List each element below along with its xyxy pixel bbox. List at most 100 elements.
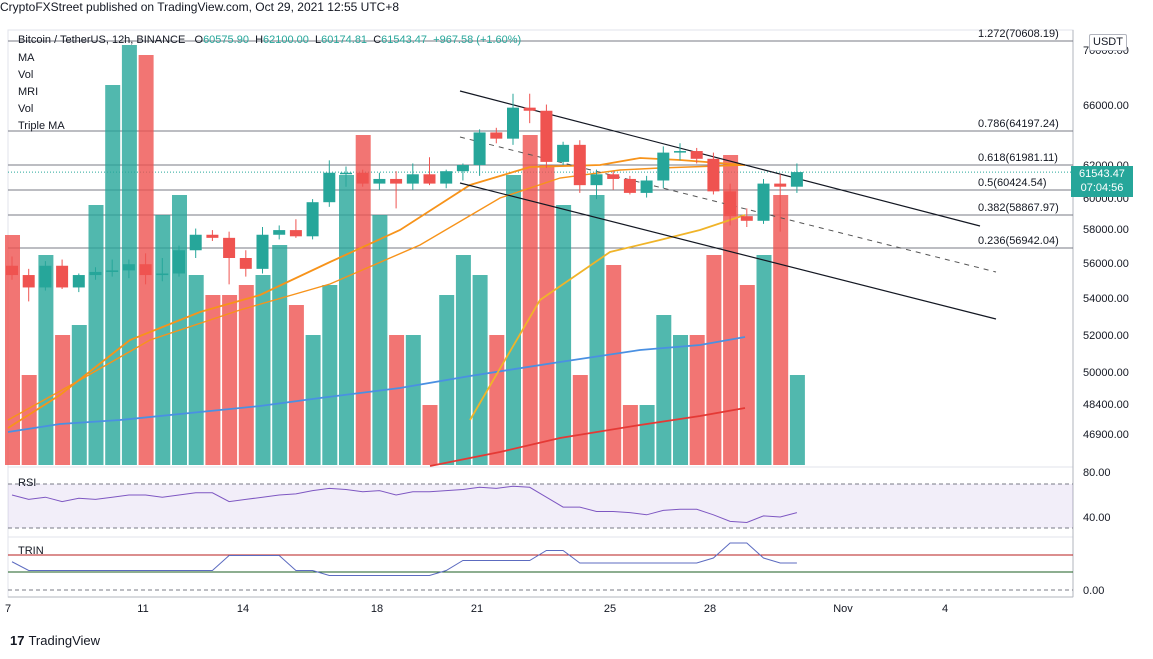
candle-body: [256, 234, 269, 269]
open-value: 60575.90: [203, 34, 249, 46]
volume-bar: [389, 335, 405, 465]
rsi-tick-label: 40.00: [1083, 512, 1111, 524]
volume-bar: [639, 405, 655, 465]
fib-level-label: 0.786(64197.24): [978, 118, 1059, 130]
volume-bar: [723, 155, 739, 465]
candle-body: [223, 237, 236, 258]
time-tick-label: 28: [704, 603, 716, 615]
candle-body: [607, 174, 620, 179]
candle-body: [373, 178, 386, 184]
candle-body: [757, 183, 770, 221]
candle-body: [189, 234, 202, 251]
time-tick-label: 4: [942, 603, 948, 615]
volume-bar: [572, 375, 588, 465]
close-label: C: [373, 34, 382, 46]
indicator-triple-ma[interactable]: Triple MA: [18, 120, 65, 132]
price-tick-label: 46900.00: [1083, 429, 1129, 441]
candle-body: [356, 172, 369, 184]
symbol-legend[interactable]: Bitcoin / TetherUS, 12h, BINANCE O60575.…: [18, 34, 521, 46]
volume-bar: [255, 275, 271, 465]
candle-body: [690, 151, 703, 159]
candle-body: [6, 265, 18, 276]
candle-body: [790, 172, 803, 187]
candle-body: [273, 230, 286, 235]
candle-body: [490, 132, 503, 139]
volume-bar: [656, 315, 672, 465]
candle-body: [139, 264, 152, 276]
fib-level-label: 0.618(61981.11): [978, 152, 1058, 164]
volume-bar: [789, 375, 805, 465]
volume-bar: [5, 235, 20, 465]
candle-body: [106, 270, 119, 272]
last-price-badge: 61543.47 07:04:56: [1071, 166, 1133, 197]
volume-bar: [673, 335, 688, 465]
candle-body: [89, 271, 102, 276]
indicator-mri[interactable]: MRI: [18, 86, 39, 98]
volume-bar: [188, 275, 204, 465]
low-label: L: [315, 34, 322, 46]
last-price-value: 61543.47: [1079, 168, 1125, 180]
volume-bar: [689, 335, 705, 465]
rsi-line: [11, 485, 798, 524]
candle-body: [640, 180, 653, 193]
candle-body: [557, 144, 570, 162]
candle-body: [56, 265, 69, 288]
volume-bar: [506, 175, 521, 465]
price-tick-label: 58000.00: [1083, 224, 1129, 236]
indicator-ma[interactable]: MA: [18, 52, 35, 64]
rsi-band: [8, 484, 1073, 528]
candle-body: [657, 152, 670, 181]
candle-body: [239, 258, 252, 269]
volume-bar: [472, 275, 488, 465]
candle-body: [440, 171, 453, 184]
volume-bar: [756, 255, 772, 465]
channel-upper-line: [459, 90, 981, 227]
price-tick-label: 52000.00: [1083, 330, 1129, 342]
candle-body: [340, 172, 352, 175]
volume-bar: [272, 245, 288, 465]
time-tick-label: 7: [5, 603, 11, 615]
time-tick-label: 11: [137, 603, 148, 615]
volume-bar: [739, 285, 755, 465]
fib-level-label: 0.236(56942.04): [978, 235, 1059, 247]
rsi-tick-label: 80.00: [1083, 467, 1111, 479]
time-tick-label: 21: [471, 603, 483, 615]
candle-body: [22, 275, 35, 288]
volume-bar: [539, 165, 555, 465]
open-label: O: [194, 34, 204, 46]
volume-bar: [222, 295, 238, 465]
rsi-label: RSI: [18, 477, 36, 489]
volume-bar: [405, 335, 421, 465]
bar-countdown: 07:04:56: [1080, 182, 1124, 194]
tradingview-logo-icon: 17: [10, 633, 25, 648]
volume-bar: [706, 255, 722, 465]
ma-slow-line: [7, 336, 746, 433]
volume-bar: [556, 205, 572, 465]
indicator-vol-2[interactable]: Vol: [18, 103, 34, 115]
volume-bar: [155, 215, 171, 465]
candle-body: [674, 151, 686, 153]
candle-body: [740, 216, 753, 221]
volume-bar: [238, 285, 254, 465]
volume-bar: [288, 305, 304, 465]
fib-level-label: 0.382(58867.97): [978, 202, 1059, 214]
close-value: 61543.47: [381, 34, 428, 46]
currency-selector[interactable]: USDT: [1089, 34, 1127, 51]
volume-bar: [55, 335, 71, 465]
candle-body: [573, 144, 586, 186]
volume-bar: [773, 195, 789, 465]
candle-body: [206, 234, 219, 238]
change-value: +967.58 (+1.60%): [433, 34, 522, 46]
volume-bar: [38, 255, 54, 465]
candle-body: [156, 273, 169, 276]
time-tick-label: 25: [604, 603, 616, 615]
volume-bar: [455, 255, 471, 465]
trin-line: [11, 542, 797, 576]
candle-body: [72, 275, 85, 288]
high-label: H: [255, 34, 264, 46]
footer-brand[interactable]: 17 TradingView: [10, 633, 100, 648]
indicator-vol[interactable]: Vol: [18, 69, 34, 81]
volume-bar: [305, 335, 321, 465]
candle-body: [523, 107, 536, 111]
